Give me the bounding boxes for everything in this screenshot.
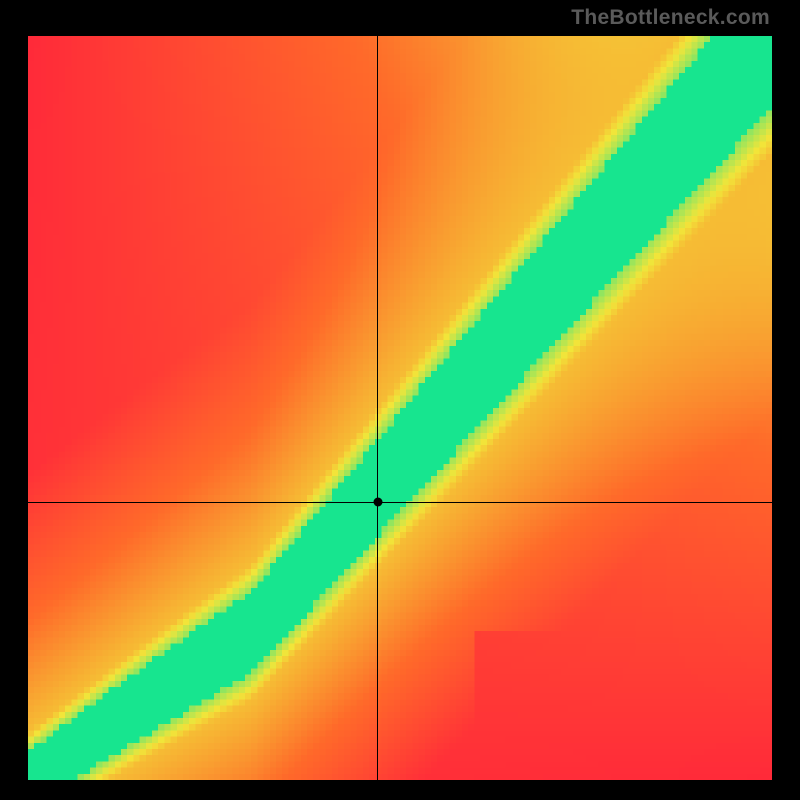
data-point-marker: [373, 498, 382, 507]
watermark-text: TheBottleneck.com: [571, 6, 770, 30]
heatmap-canvas: [28, 36, 772, 780]
crosshair-vertical: [377, 36, 378, 780]
chart-container: TheBottleneck.com: [0, 0, 800, 800]
plot-area: [28, 36, 772, 780]
crosshair-horizontal: [28, 502, 772, 503]
